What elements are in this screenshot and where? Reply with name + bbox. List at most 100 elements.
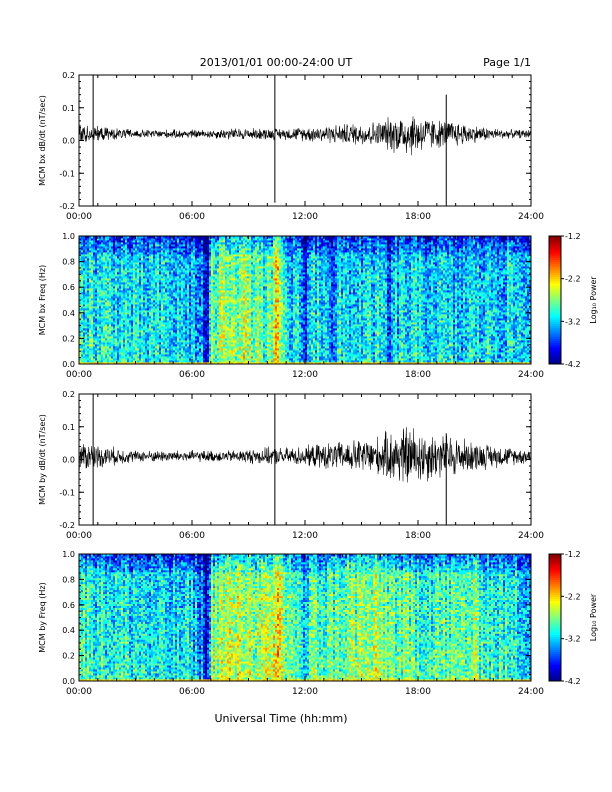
- bx-freq-cell: [169, 318, 172, 321]
- bx-freq-cell: [147, 240, 150, 243]
- bx-freq-cell: [141, 242, 144, 245]
- bx-freq-cell: [105, 288, 108, 291]
- bx-freq-cell: [113, 338, 116, 341]
- bx-freq-cell: [109, 288, 112, 291]
- bx-freq-cell: [93, 264, 96, 267]
- bx-freq-cell: [79, 320, 82, 323]
- bx-freq-cell: [145, 306, 148, 309]
- bx-freq-cell: [113, 318, 116, 321]
- bx-freq-cell: [81, 248, 84, 251]
- bx-freq-cell: [133, 358, 136, 361]
- bx-freq-cell: [173, 322, 176, 325]
- bx-freq-cell: [135, 256, 138, 259]
- bx-freq-cell: [171, 240, 174, 243]
- bx-freq-cell: [81, 330, 84, 333]
- bx-freq-cell: [153, 294, 156, 297]
- bx-freq-cell: [151, 314, 154, 317]
- bx-freq-cell: [97, 324, 100, 327]
- bx-freq-cell: [83, 288, 86, 291]
- bx-freq-cell: [91, 352, 94, 355]
- bx-freq-cell: [109, 252, 112, 255]
- bx-freq-cell: [113, 312, 116, 315]
- bx-freq-cell: [105, 236, 108, 239]
- bx-freq-cell: [123, 286, 126, 289]
- bx-freq-cell: [89, 252, 92, 255]
- bx-freq-cell: [91, 274, 94, 277]
- bx-freq-cell: [95, 316, 98, 319]
- bx-freq-cell: [145, 352, 148, 355]
- bx-freq-cell: [149, 306, 152, 309]
- bx-freq-cell: [111, 320, 114, 323]
- bx-freq-cell: [91, 324, 94, 327]
- bx-freq-cell: [97, 268, 100, 271]
- bx-freq-cell: [157, 350, 160, 353]
- bx-freq-cell: [153, 322, 156, 325]
- bx-freq-cell: [103, 296, 106, 299]
- bx-freq-cell: [81, 354, 84, 357]
- bx-freq-cell: [135, 322, 138, 325]
- bx-freq-cell: [127, 360, 130, 363]
- bx-freq-cell: [81, 300, 84, 303]
- bx-freq-cell: [89, 312, 92, 315]
- bx-freq-cell: [107, 344, 110, 347]
- bx-freq-cell: [131, 236, 134, 239]
- bx-freq-cell: [115, 348, 118, 351]
- bx-freq-cell: [91, 278, 94, 281]
- bx-freq-cell: [159, 258, 162, 261]
- bx-freq-cell: [121, 332, 124, 335]
- bx-freq-cell: [101, 288, 104, 291]
- bx-freq-cell: [91, 284, 94, 287]
- bx-freq-cell: [131, 316, 134, 319]
- bx-freq-cell: [97, 252, 100, 255]
- bx-freq-cell: [163, 264, 166, 267]
- bx-freq-cell: [143, 356, 146, 359]
- bx-freq-cell: [171, 360, 174, 363]
- bx-freq-cell: [147, 276, 150, 279]
- bx-freq-cell: [131, 336, 134, 339]
- bx-freq-cell: [105, 320, 108, 323]
- bx-freq-cell: [93, 318, 96, 321]
- bx-freq-cell: [137, 362, 140, 365]
- bx-freq-cell: [101, 300, 104, 303]
- bx-freq-cell: [145, 254, 148, 257]
- bx-freq-cell: [103, 300, 106, 303]
- bx-freq-cell: [155, 292, 158, 295]
- bx-freq-cell: [147, 350, 150, 353]
- bx-freq-cell: [135, 244, 138, 247]
- bx-freq-cell: [79, 266, 82, 269]
- bx-freq-cell: [101, 270, 104, 273]
- bx-freq-cell: [119, 304, 122, 307]
- bx-freq-cell: [101, 350, 104, 353]
- bx-freq-cell: [173, 296, 176, 299]
- bx-freq-cell: [159, 236, 162, 239]
- bx-freq-cell: [165, 292, 168, 295]
- bx-freq-cell: [167, 330, 170, 333]
- bx-freq-cell: [101, 294, 104, 297]
- bx-freq-cell: [173, 288, 176, 291]
- bx-freq-cell: [153, 332, 156, 335]
- bx-freq-cell: [109, 336, 112, 339]
- bx-freq-cell: [109, 278, 112, 281]
- bx-freq-cell: [151, 292, 154, 295]
- bx-freq-cell: [125, 328, 128, 331]
- bx-freq-cell: [85, 316, 88, 319]
- bx-freq-cell: [171, 300, 174, 303]
- bx-freq-cell: [79, 242, 82, 245]
- bx-freq-cell: [127, 342, 130, 345]
- bx-freq-cell: [173, 274, 176, 277]
- bx-freq-cell: [135, 348, 138, 351]
- bx-freq-cell: [161, 320, 164, 323]
- bx-freq-cell: [79, 300, 82, 303]
- bx-freq-cell: [141, 304, 144, 307]
- bx-freq-cell: [81, 290, 84, 293]
- bx-freq-cell: [163, 262, 166, 265]
- bx-freq-cell: [131, 356, 134, 359]
- bx-freq-cell: [113, 284, 116, 287]
- bx-freq-cell: [89, 290, 92, 293]
- bx-freq-cell: [157, 290, 160, 293]
- bx-freq-cell: [129, 354, 132, 357]
- bx-freq-cell: [151, 326, 154, 329]
- bx-freq-cell: [83, 242, 86, 245]
- bx-freq-cell: [159, 266, 162, 269]
- bx-freq-cell: [81, 336, 84, 339]
